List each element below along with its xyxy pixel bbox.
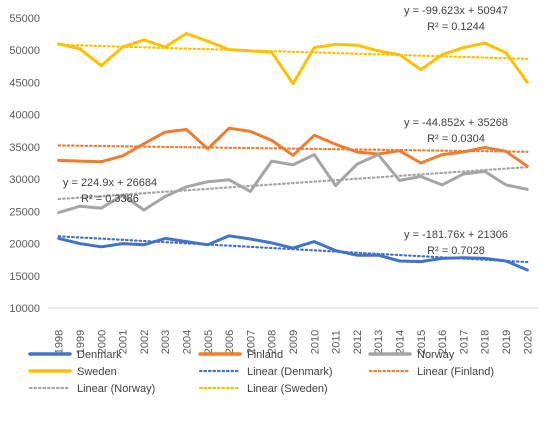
legend-label: Linear (Sweden) (247, 383, 328, 395)
y-tick-label: 35000 (9, 142, 40, 154)
x-tick-label: 2008 (267, 330, 279, 354)
x-tick-label: 2000 (96, 330, 108, 354)
x-tick-label: 2009 (288, 330, 300, 354)
x-tick-label: 2006 (224, 330, 236, 354)
x-tick-label: 2014 (395, 330, 407, 354)
x-tick-label: 2015 (416, 330, 428, 354)
trendline-r-squared: R² = 0.1244 (427, 21, 485, 33)
x-tick-label: 1998 (54, 330, 66, 354)
x-tick-label: 2004 (181, 330, 193, 354)
x-tick-label: 2002 (139, 330, 151, 354)
trendline-equation: y = -181.76x + 21306 (404, 229, 508, 241)
legend-label: Finland (247, 349, 283, 361)
legend-label: Denmark (77, 349, 122, 361)
x-tick-label: 2011 (331, 330, 343, 354)
series-line (57, 126, 529, 168)
x-tick-label: 2018 (480, 330, 492, 354)
y-tick-label: 20000 (9, 239, 40, 251)
y-tick-label: 55000 (9, 13, 40, 25)
series-group (57, 32, 529, 272)
x-tick-label: 2003 (160, 330, 172, 354)
trendline-equation: y = -44.852x + 35268 (404, 117, 508, 129)
trendline-equation: y = -99.623x + 50947 (404, 5, 508, 17)
x-tick-label: 2010 (309, 330, 321, 354)
legend-label: Linear (Finland) (417, 366, 494, 378)
legend-label: Sweden (77, 366, 117, 378)
x-tick-label: 2001 (118, 330, 130, 354)
x-tick-label: 2005 (203, 330, 215, 354)
x-axis-tick-labels: 1998 1999 2000 2001 2002 2003 2004 2005 2006 2007… (54, 330, 535, 354)
y-axis-tick-labels: 10000 15000 20000 25000 30000 35000 40000 45000… (9, 13, 40, 315)
trendline (57, 166, 529, 201)
x-tick-label: 2017 (458, 330, 470, 354)
series-line (57, 234, 529, 272)
trendline-equation: y = 224.9x + 26684 (63, 177, 157, 189)
x-tick-label: 2007 (245, 330, 257, 354)
x-tick-label: 2020 (522, 330, 534, 354)
series-line (57, 32, 529, 86)
trendline-equation-labels: y = -181.76x + 21306 R² = 0.7028 y = -44.8… (63, 5, 508, 257)
trendline-r-squared: R² = 0.7028 (427, 245, 485, 257)
y-tick-label: 40000 (9, 110, 40, 122)
trendline-r-squared: R² = 0.0304 (427, 133, 485, 145)
y-tick-label: 30000 (9, 174, 40, 186)
legend: Denmark Finland Norway Sweden Linear (Denmar… (28, 349, 494, 395)
legend-label: Linear (Norway) (77, 383, 155, 395)
y-tick-label: 50000 (9, 45, 40, 57)
trendline-r-squared: R² = 0.3386 (81, 193, 139, 205)
x-tick-label: 2012 (352, 330, 364, 354)
legend-label: Norway (417, 349, 455, 361)
trendline (57, 43, 529, 60)
y-tick-label: 45000 (9, 77, 40, 89)
y-tick-label: 25000 (9, 206, 40, 218)
y-tick-label: 10000 (9, 303, 40, 315)
y-tick-label: 15000 (9, 271, 40, 283)
x-tick-label: 2016 (437, 330, 449, 354)
x-tick-label: 1999 (75, 330, 87, 354)
x-tick-label: 2013 (373, 330, 385, 354)
legend-label: Linear (Denmark) (247, 366, 333, 378)
x-tick-label: 2019 (501, 330, 513, 354)
series-line (57, 153, 529, 215)
